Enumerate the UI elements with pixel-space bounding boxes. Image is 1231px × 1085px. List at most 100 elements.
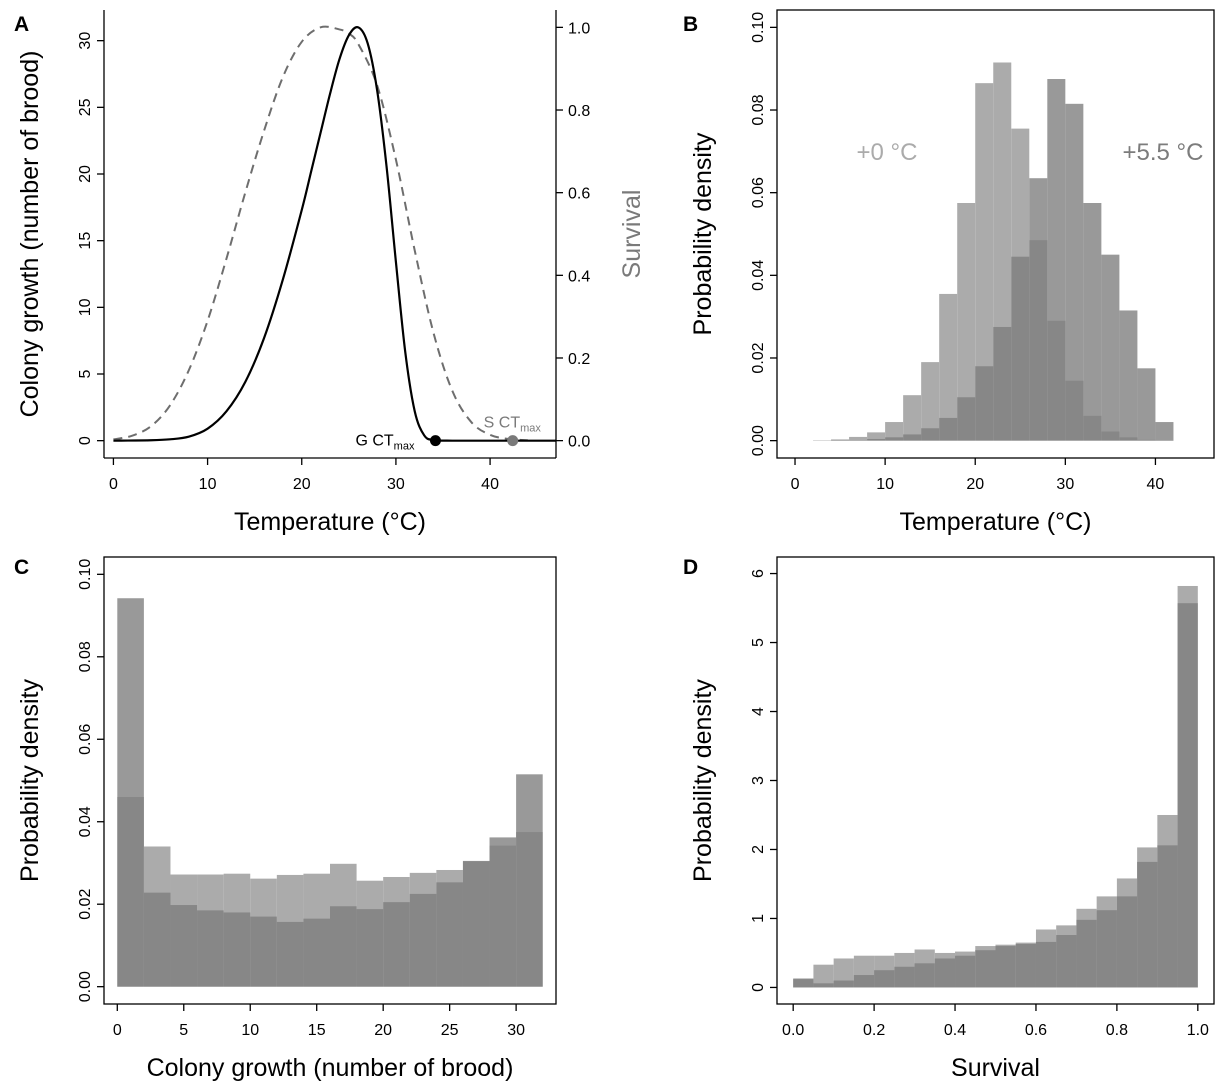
histogram-bar (383, 902, 410, 987)
histogram-bar (1035, 941, 1057, 988)
histogram-bar (894, 966, 915, 988)
y-tick-label: 0.06 (750, 177, 767, 208)
y-tick-label: 0.00 (750, 425, 767, 456)
histogram-bar (1155, 422, 1174, 441)
x-axis-label: Temperature (°C) (900, 508, 1092, 536)
y-tick-label: 5 (77, 369, 94, 378)
histogram-bar (170, 905, 198, 987)
histogram-bar (223, 912, 251, 987)
histogram-bar (1015, 943, 1036, 988)
histogram-bar (117, 598, 144, 987)
y-tick-label: 10 (77, 298, 94, 316)
histogram-bar (957, 397, 976, 441)
histogram-bar (921, 428, 940, 441)
g-ctmax-label: G CTmax (355, 433, 414, 453)
histogram-bar (276, 921, 304, 987)
y-axis-label: Probability density (16, 679, 44, 882)
x-tick-label: 30 (507, 1022, 525, 1039)
histogram-bar (1076, 919, 1097, 988)
y-tick-label: 25 (77, 98, 94, 116)
histogram-bar (813, 964, 834, 988)
x-tick-label: 20 (966, 476, 984, 493)
y2-tick-label: 0.4 (568, 268, 590, 285)
g-ctmax-text: G CT (355, 433, 393, 450)
histogram-bar (1047, 79, 1066, 441)
x-tick-label: 0 (113, 1022, 122, 1039)
y-tick-label: 0 (77, 436, 94, 445)
plot-frame (103, 556, 557, 1005)
histogram-bar (1065, 103, 1084, 441)
x-tick-label: 0.8 (1106, 1022, 1128, 1039)
histogram-bar (885, 422, 904, 441)
histogram-bar (1116, 896, 1138, 988)
x-axis-label: Survival (951, 1054, 1040, 1082)
histogram-bar (833, 980, 854, 988)
histogram-bar (885, 437, 904, 441)
histogram-bar (975, 366, 994, 441)
panel-c: 0 5 10 15 20 25 30 0.00 0.02 0.04 0.06 0.08 0.10 Colo… (14, 556, 557, 1082)
histogram-bar (975, 950, 996, 988)
x-tick-label: 10 (876, 476, 894, 493)
histogram-bar (1096, 910, 1117, 988)
x-axis-label: Temperature (°C) (234, 508, 426, 536)
x-tick-label: 5 (179, 1022, 188, 1039)
histogram-bar (330, 906, 357, 987)
y-tick-label: 0.02 (77, 889, 94, 920)
s-ctmax-point (507, 435, 519, 447)
y-tick-label: 0.08 (77, 641, 94, 672)
x-tick-label: 15 (308, 1022, 326, 1039)
histogram-bar (356, 909, 384, 987)
x-tick-label: 40 (1147, 476, 1165, 493)
y-tick-label: 0.00 (77, 971, 94, 1002)
y-tick-label: 0 (750, 983, 767, 992)
histogram-bar (303, 918, 330, 987)
x-tick-label: 10 (241, 1022, 259, 1039)
y2-tick-label: 0.2 (568, 351, 590, 368)
histogram-bar (833, 958, 854, 988)
x-tick-label: 30 (387, 476, 405, 493)
y2-tick-label: 1.0 (568, 20, 590, 37)
histogram-bar (867, 432, 886, 441)
x-tick-label: 30 (1056, 476, 1074, 493)
x-tick-label: 20 (374, 1022, 392, 1039)
plot-frame (776, 9, 1215, 459)
y2-tick-label: 0.0 (568, 434, 590, 451)
x-tick-label: 0 (791, 476, 800, 493)
y-tick-label: 15 (77, 232, 94, 250)
y-tick-label: 0.06 (77, 724, 94, 755)
histogram-bar (1137, 861, 1158, 988)
g-ctmax-point (429, 435, 441, 447)
histogram-bar (975, 83, 994, 441)
histogram-bar (489, 837, 517, 987)
histogram-bar (903, 434, 922, 441)
x-tick-label: 0.6 (1025, 1022, 1047, 1039)
y-tick-label: 6 (750, 569, 767, 578)
y-tick-label: 4 (750, 707, 767, 716)
histogram-bar (250, 916, 277, 987)
histogram-bar (955, 955, 976, 988)
histogram-bar (921, 362, 940, 441)
y-tick-label: 0.10 (750, 12, 767, 43)
y2-tick-label: 0.6 (568, 186, 590, 203)
panel-a: 0 10 20 30 40 0 5 10 15 20 25 30 0.0 0.2 0.4 0.6 0.8 1.0 T… (14, 10, 646, 536)
x-tick-label: 0 (109, 476, 118, 493)
y-axis-label: Colony growth (number of brood) (16, 51, 44, 418)
y-tick-label: 20 (77, 165, 94, 183)
panel-letter: B (683, 13, 698, 36)
y-tick-label: 1 (750, 914, 767, 923)
histogram-bar (793, 978, 814, 988)
histogram-bar (516, 774, 543, 987)
histogram-bar (1056, 935, 1077, 988)
histogram-bar (849, 436, 868, 441)
histogram-bar (874, 970, 895, 988)
g-ctmax-subscript: max (394, 441, 415, 453)
histogram-bar (995, 946, 1016, 988)
panel-letter: C (14, 556, 29, 579)
x-tick-label: 0.2 (863, 1022, 885, 1039)
y-tick-label: 2 (750, 845, 767, 854)
histogram-bar (143, 892, 171, 987)
s-ctmax-text: S CT (484, 415, 521, 432)
histogram-bar (1137, 368, 1156, 441)
histogram-bar (853, 975, 875, 988)
